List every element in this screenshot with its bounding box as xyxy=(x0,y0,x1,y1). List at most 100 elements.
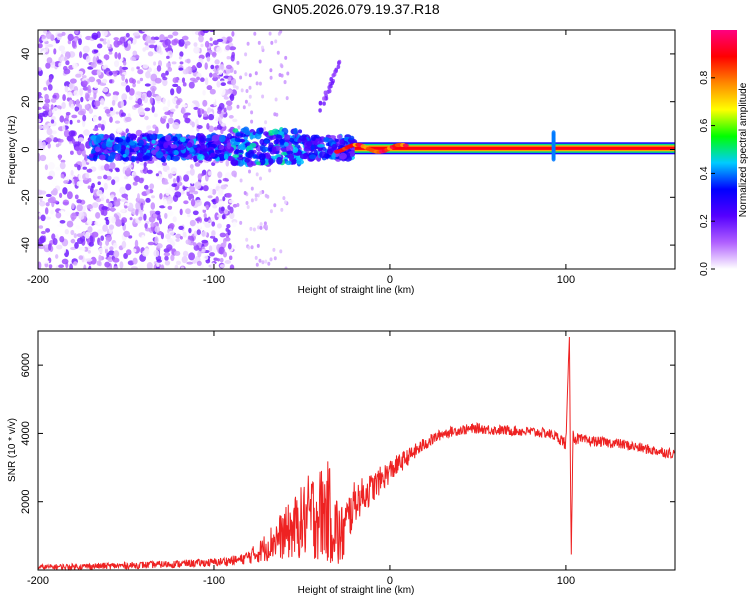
noise-blob xyxy=(69,150,74,155)
noise-blob xyxy=(102,209,108,217)
noise-blob xyxy=(179,51,184,57)
noise-blob xyxy=(278,73,282,77)
noise-blob xyxy=(69,119,73,125)
noise-blob xyxy=(259,222,263,227)
noise-blob xyxy=(239,178,243,183)
noise-blob xyxy=(172,234,176,242)
noise-blob xyxy=(174,191,182,198)
noise-blob xyxy=(76,180,84,187)
noise-blob xyxy=(121,74,125,82)
noise-blob xyxy=(138,216,143,221)
noise-blob xyxy=(81,159,86,166)
snr-xtick-label: -200 xyxy=(27,575,49,587)
signal-blob xyxy=(155,151,164,159)
noise-blob xyxy=(192,79,198,83)
signal-blob xyxy=(218,145,223,150)
noise-blob xyxy=(100,98,105,105)
noise-blob xyxy=(170,167,177,175)
noise-blob xyxy=(62,199,70,206)
noise-blob xyxy=(149,183,155,190)
noise-blob xyxy=(38,67,42,72)
noise-blob xyxy=(193,42,198,47)
noise-blob xyxy=(176,260,181,265)
noise-blob xyxy=(130,67,135,72)
signal-blob xyxy=(328,135,337,139)
signal-blob xyxy=(262,146,269,152)
noise-blob xyxy=(59,235,65,243)
noise-blob xyxy=(254,255,258,260)
noise-blob xyxy=(279,249,283,254)
noise-blob xyxy=(125,249,132,256)
signal-blob xyxy=(292,147,299,153)
noise-blob xyxy=(184,43,188,49)
noise-blob xyxy=(123,175,129,180)
signal-blob xyxy=(170,144,178,149)
noise-blob xyxy=(181,106,185,115)
noise-blob xyxy=(206,107,212,114)
signal-blob xyxy=(268,157,274,165)
noise-blob xyxy=(151,87,155,96)
noise-blob xyxy=(196,260,202,266)
noise-blob xyxy=(172,77,179,84)
noise-blob xyxy=(38,91,42,97)
signal-blob xyxy=(129,133,138,140)
noise-blob xyxy=(38,43,43,49)
streak-blob xyxy=(327,88,332,94)
signal-blob xyxy=(291,159,297,165)
noise-blob xyxy=(135,61,143,67)
noise-blob xyxy=(112,114,119,119)
noise-blob xyxy=(134,54,140,59)
noise-blob xyxy=(280,64,284,69)
noise-blob xyxy=(145,188,151,195)
signal-blob xyxy=(305,140,313,147)
noise-blob xyxy=(156,259,162,263)
noise-blob xyxy=(178,225,184,230)
noise-blob xyxy=(121,66,129,71)
noise-blob xyxy=(166,200,171,205)
noise-blob xyxy=(74,30,79,35)
noise-blob xyxy=(168,172,173,179)
noise-blob xyxy=(115,219,123,227)
noise-blob xyxy=(252,227,256,232)
noise-blob xyxy=(174,264,179,269)
signal-blob xyxy=(93,154,98,162)
snr-xtick-label: 0 xyxy=(387,575,393,587)
noise-blob xyxy=(97,181,101,186)
streak-blob xyxy=(318,108,322,113)
noise-blob xyxy=(107,202,113,208)
noise-blob xyxy=(226,55,231,60)
noise-blob xyxy=(188,252,196,261)
signal-blob xyxy=(279,138,285,144)
noise-blob xyxy=(160,264,165,269)
noise-blob xyxy=(176,85,182,94)
noise-blob xyxy=(156,65,162,72)
signal-blob xyxy=(286,144,294,153)
noise-blob xyxy=(279,30,283,34)
noise-blob xyxy=(45,137,52,143)
noise-blob xyxy=(186,187,190,192)
streak-blob xyxy=(329,77,334,82)
signal-blob xyxy=(223,153,229,160)
noise-blob xyxy=(212,40,219,46)
noise-blob xyxy=(92,128,99,132)
signal-blob xyxy=(256,161,261,166)
noise-blob xyxy=(229,211,235,220)
noise-blob xyxy=(57,223,63,227)
noise-blob xyxy=(139,77,144,82)
noise-blob xyxy=(87,185,91,189)
noise-blob xyxy=(74,241,79,249)
noise-blob xyxy=(207,171,212,176)
colorbar-label: Normalized spectral amplitude xyxy=(738,82,749,217)
snr-series-line xyxy=(37,336,676,571)
noise-blob xyxy=(70,238,76,244)
snr-panel: -200 -100 0 100 2000 4000 6000 Height of strai… xyxy=(7,330,676,596)
noise-blob xyxy=(208,125,215,133)
noise-blob xyxy=(42,259,50,264)
noise-blob xyxy=(87,226,93,233)
noise-blob xyxy=(218,102,225,110)
spectrogram-xtick-label: -100 xyxy=(203,274,225,286)
noise-blob xyxy=(51,115,57,121)
noise-blob xyxy=(81,61,85,70)
signal-blob xyxy=(299,153,308,160)
signal-blob xyxy=(172,136,178,142)
